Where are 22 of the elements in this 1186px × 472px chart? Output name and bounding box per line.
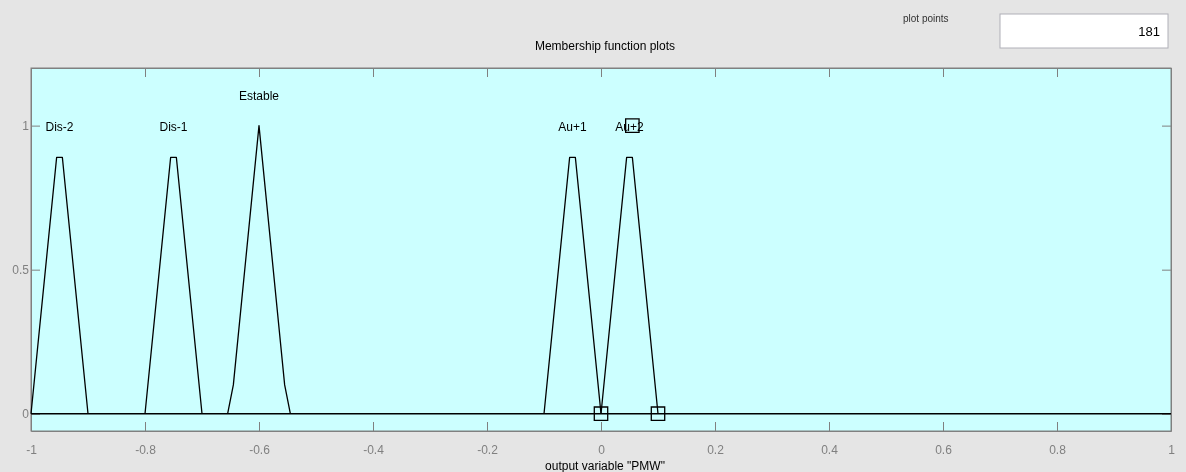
x-tick-label: 0.4	[821, 442, 839, 457]
y-tick-label: 1	[22, 118, 30, 133]
x-axis-title: output variable "PMW"	[545, 459, 665, 472]
x-tick-label: 0.8	[1049, 442, 1067, 457]
text: Estable	[238, 88, 280, 103]
x-tick-label: 0.2	[707, 442, 725, 457]
x-tick-label: -0.6	[249, 442, 271, 457]
y-tick-label: 0	[22, 407, 30, 422]
x-tick-label: -1	[26, 442, 38, 457]
text: plot points	[903, 13, 949, 24]
y-tick-label: 0.5	[12, 263, 30, 278]
x-tick-label: -0.4	[363, 442, 385, 457]
text: Dis-1	[159, 120, 188, 135]
x-tick-label: 0	[598, 442, 606, 457]
chart-title: Membership function plots	[534, 39, 676, 53]
text: 181	[1138, 24, 1160, 39]
x-tick-label: -0.8	[135, 442, 157, 457]
text: Au+1	[558, 120, 588, 135]
x-tick-label: 1	[1168, 442, 1176, 457]
x-tick-label: -0.2	[477, 442, 499, 457]
text: Dis-2	[45, 120, 74, 135]
x-tick-label: 0.6	[935, 442, 953, 457]
